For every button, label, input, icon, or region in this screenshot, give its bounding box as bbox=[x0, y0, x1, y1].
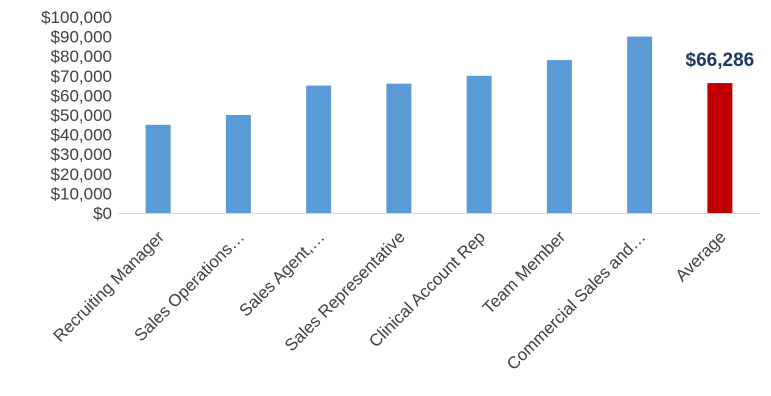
bar-sales-representative bbox=[386, 83, 412, 213]
y-tick-label: $60,000 bbox=[51, 86, 112, 105]
y-tick-label: $50,000 bbox=[51, 106, 112, 125]
y-axis: $0$10,000$20,000$30,000$40,000$50,000$60… bbox=[41, 8, 112, 223]
data-labels: $66,286 bbox=[686, 50, 755, 71]
x-category-label: Commercial Sales and… bbox=[503, 227, 649, 373]
y-tick-label: $80,000 bbox=[51, 47, 112, 66]
y-tick-label: $30,000 bbox=[51, 145, 112, 164]
y-tick-label: $10,000 bbox=[51, 184, 112, 203]
y-tick-label: $40,000 bbox=[51, 126, 112, 145]
bar-average bbox=[707, 83, 733, 213]
y-tick-label: $100,000 bbox=[41, 8, 112, 27]
y-tick-label: $70,000 bbox=[51, 67, 112, 86]
y-tick-label: $0 bbox=[93, 204, 112, 223]
bar-sales-operations bbox=[225, 115, 251, 213]
bars bbox=[145, 36, 733, 214]
y-tick-label: $90,000 bbox=[51, 28, 112, 47]
data-label-average: $66,286 bbox=[686, 50, 755, 71]
bar-recruiting-manager bbox=[145, 124, 171, 213]
bar-sales-agent bbox=[306, 85, 332, 213]
x-category-label: Average bbox=[672, 227, 730, 285]
bar-clinical-account-rep bbox=[466, 75, 492, 213]
x-category-label: Sales Agent,… bbox=[235, 227, 328, 320]
bar-team-member bbox=[546, 60, 572, 214]
y-tick-label: $20,000 bbox=[51, 165, 112, 184]
bar-commercial-sales-and bbox=[627, 36, 653, 213]
x-category-label: Team Member bbox=[479, 227, 569, 317]
